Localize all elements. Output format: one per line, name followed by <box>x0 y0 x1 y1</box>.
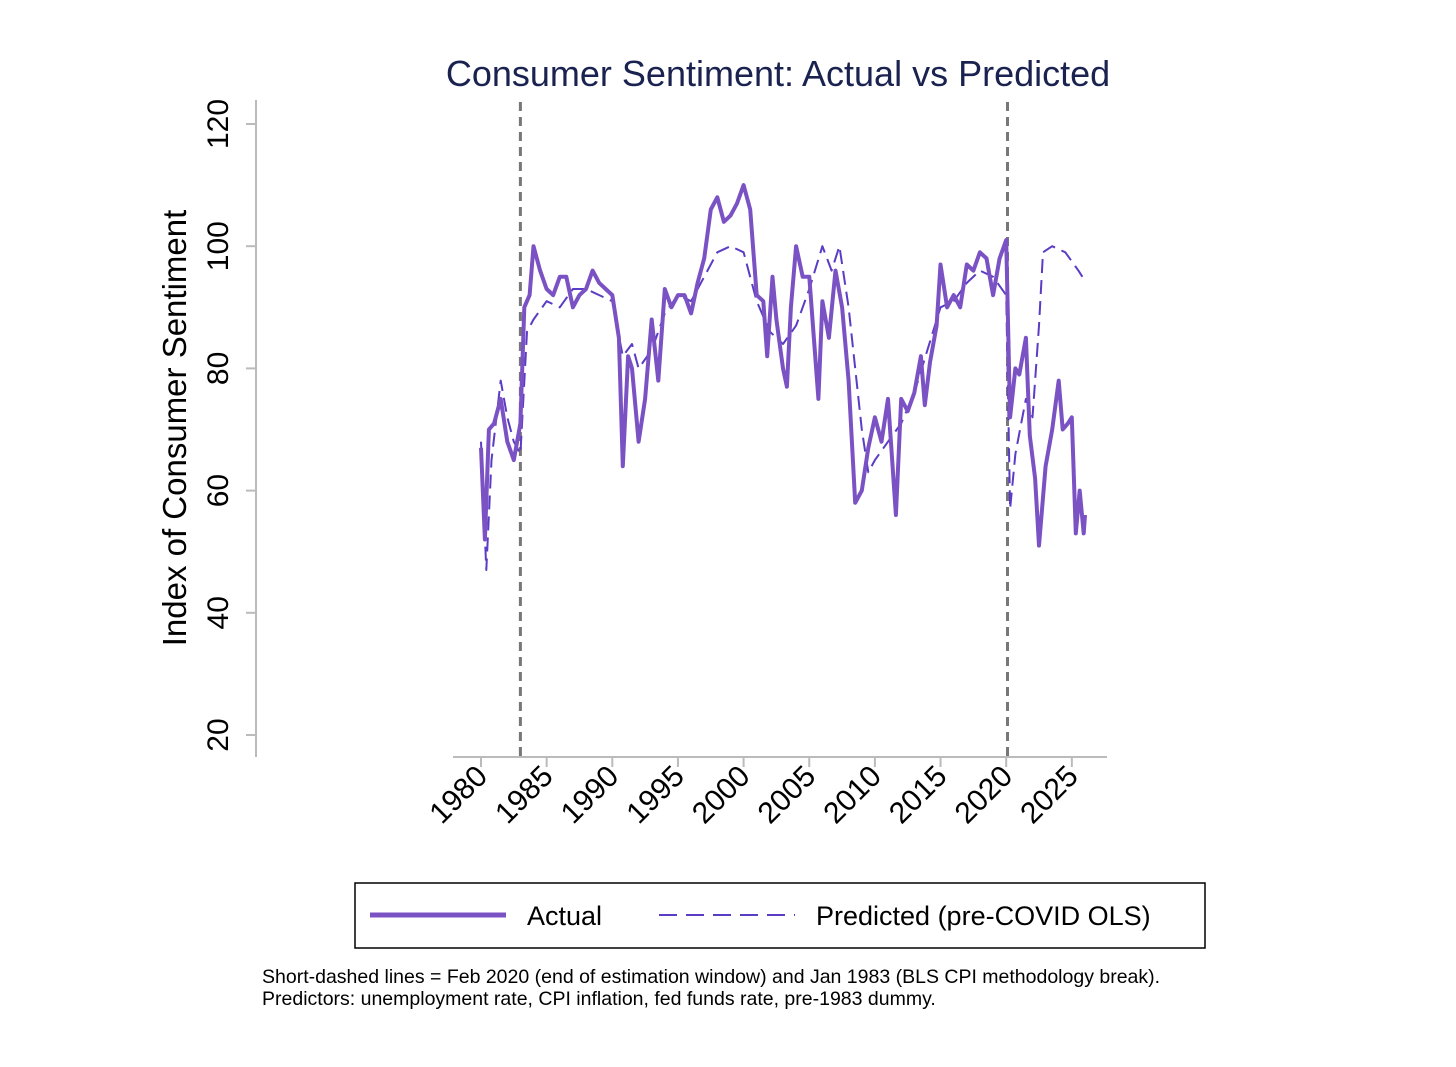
x-tick-label: 2005 <box>752 760 823 831</box>
x-tick-label: 2015 <box>883 760 954 831</box>
series-line-actual <box>479 183 1087 548</box>
x-tick-label: 1985 <box>489 760 560 831</box>
legend-label-actual: Actual <box>527 901 602 931</box>
x-tick-label: 2025 <box>1014 760 1085 831</box>
note-line-1: Short-dashed lines = Feb 2020 (end of es… <box>262 966 1161 988</box>
x-tick-label: 2000 <box>686 760 757 831</box>
x-tick-label: 1980 <box>423 760 494 831</box>
legend-label-predicted: Predicted (pre-COVID OLS) <box>816 901 1151 931</box>
y-tick-label: 40 <box>202 596 235 629</box>
y-tick-label: 60 <box>202 474 235 507</box>
x-tick-label: 2020 <box>949 760 1020 831</box>
y-tick-label: 80 <box>202 352 235 385</box>
y-axis-label: Index of Consumer Sentiment <box>156 210 193 647</box>
y-tick-label: 120 <box>202 99 235 149</box>
chart-title: Consumer Sentiment: Actual vs Predicted <box>446 53 1110 94</box>
x-tick-label: 2010 <box>817 760 888 831</box>
y-tick-label: 100 <box>202 221 235 271</box>
x-tick-label: 1995 <box>620 760 691 831</box>
chart-notes: Short-dashed lines = Feb 2020 (end of es… <box>262 966 1160 1010</box>
y-tick-label: 20 <box>202 718 235 751</box>
note-line-2: Predictors: unemployment rate, CPI infla… <box>262 988 936 1010</box>
x-tick-label: 1990 <box>555 760 626 831</box>
